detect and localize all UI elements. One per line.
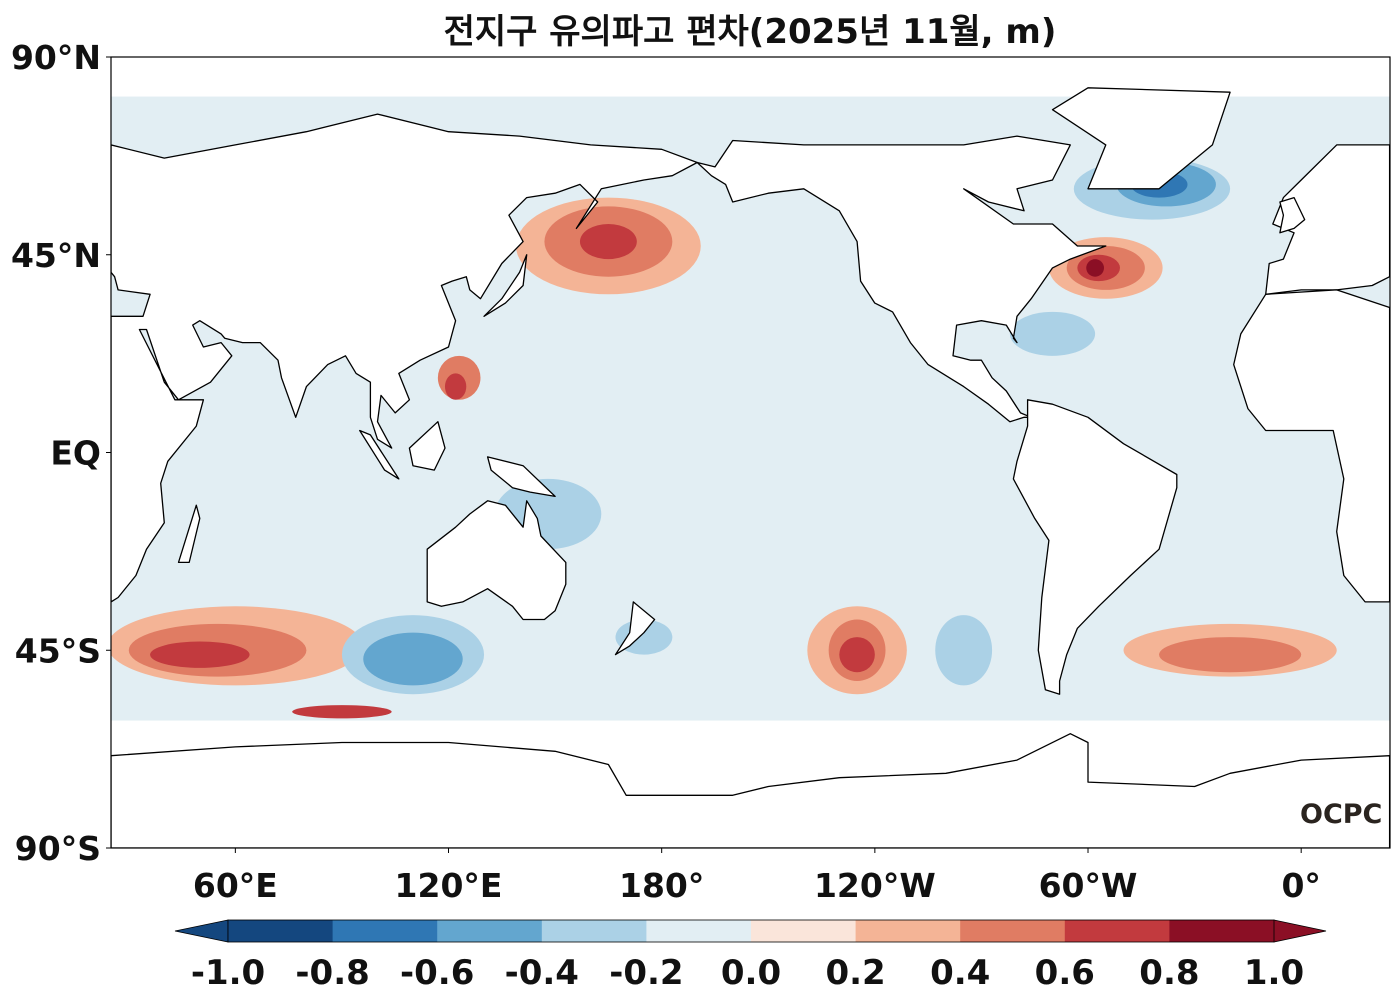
- land-greenland: [1051, 87, 1231, 190]
- x-tick-label: 120°E: [395, 866, 503, 905]
- colorbar-extend-max: [1273, 919, 1327, 943]
- anomaly-contour: [839, 637, 875, 673]
- anomaly-contours: [111, 149, 1373, 719]
- anomaly-contour: [214, 452, 328, 523]
- land-antarctica: [111, 733, 1390, 848]
- colorbar-tick-label: 0.2: [825, 953, 885, 993]
- x-tick-label: 60°E: [193, 866, 278, 905]
- ocpc-logo: OCPC: [1300, 799, 1382, 830]
- y-tick-label: 45°S: [15, 631, 101, 670]
- anomaly-contour: [363, 632, 463, 686]
- colorbar-tick-label: -0.4: [505, 953, 579, 993]
- anomaly-contour: [1086, 259, 1105, 277]
- colorbar-segment: [646, 920, 752, 942]
- anomaly-contour: [150, 641, 250, 668]
- anomaly-contour: [714, 333, 858, 378]
- land-borneo: [408, 421, 446, 471]
- land-japan: [483, 254, 528, 317]
- x-tick-label: 0°: [1281, 866, 1320, 905]
- anomaly-contour: [1159, 637, 1302, 673]
- y-tick-label: 45°N: [11, 236, 101, 275]
- colorbar: -1.0 -0.8 -0.6 -0.4 -0.2 0.0 0.2 0.4 0.6 0.8 1.0: [174, 919, 1327, 993]
- colorbar-frame: [227, 919, 1275, 943]
- colorbar-segment: [960, 920, 1066, 942]
- colorbar-tick-label: 0.6: [1035, 953, 1095, 993]
- colorbar-tick-label: 0.8: [1139, 953, 1199, 993]
- y-tick-label: 90°S: [15, 829, 101, 868]
- x-tick-label: 180°: [619, 866, 704, 905]
- anomaly-contour: [1194, 461, 1373, 550]
- colorbar-tick-label: 0.0: [721, 953, 781, 993]
- land-afro-eurasia: [111, 113, 698, 603]
- land-south-america: [1012, 399, 1178, 695]
- land-north-america: [696, 135, 1107, 423]
- colorbar-segment: [751, 920, 857, 942]
- y-tick-label: EQ: [50, 434, 101, 473]
- map-plot-area: [111, 87, 1390, 848]
- colorbar-segment: [1064, 920, 1170, 942]
- land-australia: [426, 500, 567, 621]
- colorbar-segment: [437, 920, 543, 942]
- svg-text:OCPC: OCPC: [1300, 799, 1382, 830]
- y-axis: 90°N 45°N EQ 45°S 90°S: [11, 38, 111, 868]
- colorbar-tick-label: -0.6: [400, 953, 474, 993]
- anomaly-contour: [579, 223, 637, 260]
- land-britain: [1279, 196, 1306, 234]
- landmasses: [111, 87, 1390, 848]
- colorbar-tick-label: 0.4: [930, 953, 990, 993]
- x-axis: 60°E 120°E 180° 120°W 60°W 0°: [193, 848, 1321, 905]
- colorbar-tick-label: 1.0: [1244, 953, 1304, 993]
- colorbar-segment: [541, 920, 647, 942]
- map-title: 전지구 유의파고 편차(2025년 11월, m): [443, 12, 1057, 52]
- land-new-guinea: [486, 456, 556, 498]
- anomaly-contour: [441, 325, 598, 378]
- x-tick-label: 60°W: [1039, 866, 1138, 905]
- anomaly-contour: [1009, 311, 1096, 356]
- x-tick-label: 120°W: [814, 866, 936, 905]
- colorbar-segment: [332, 920, 438, 942]
- anomaly-contour: [444, 373, 467, 400]
- land-sumatra: [359, 429, 400, 480]
- land-madagascar: [177, 504, 201, 564]
- land-africa-west: [1233, 289, 1390, 603]
- land-europe-west: [1265, 144, 1390, 295]
- colorbar-tick-label: -1.0: [191, 953, 265, 993]
- colorbar-tick-label: -0.2: [609, 953, 683, 993]
- anomaly-contour: [292, 705, 392, 719]
- anomaly-contour: [935, 615, 993, 686]
- y-tick-label: 90°N: [11, 38, 101, 77]
- colorbar-tick-label: -0.8: [295, 953, 369, 993]
- land-new-zealand: [614, 601, 656, 656]
- colorbar-segment: [228, 920, 334, 942]
- colorbar-segment: [1169, 920, 1275, 942]
- colorbar-extend-min: [174, 919, 229, 943]
- colorbar-segment: [855, 920, 961, 942]
